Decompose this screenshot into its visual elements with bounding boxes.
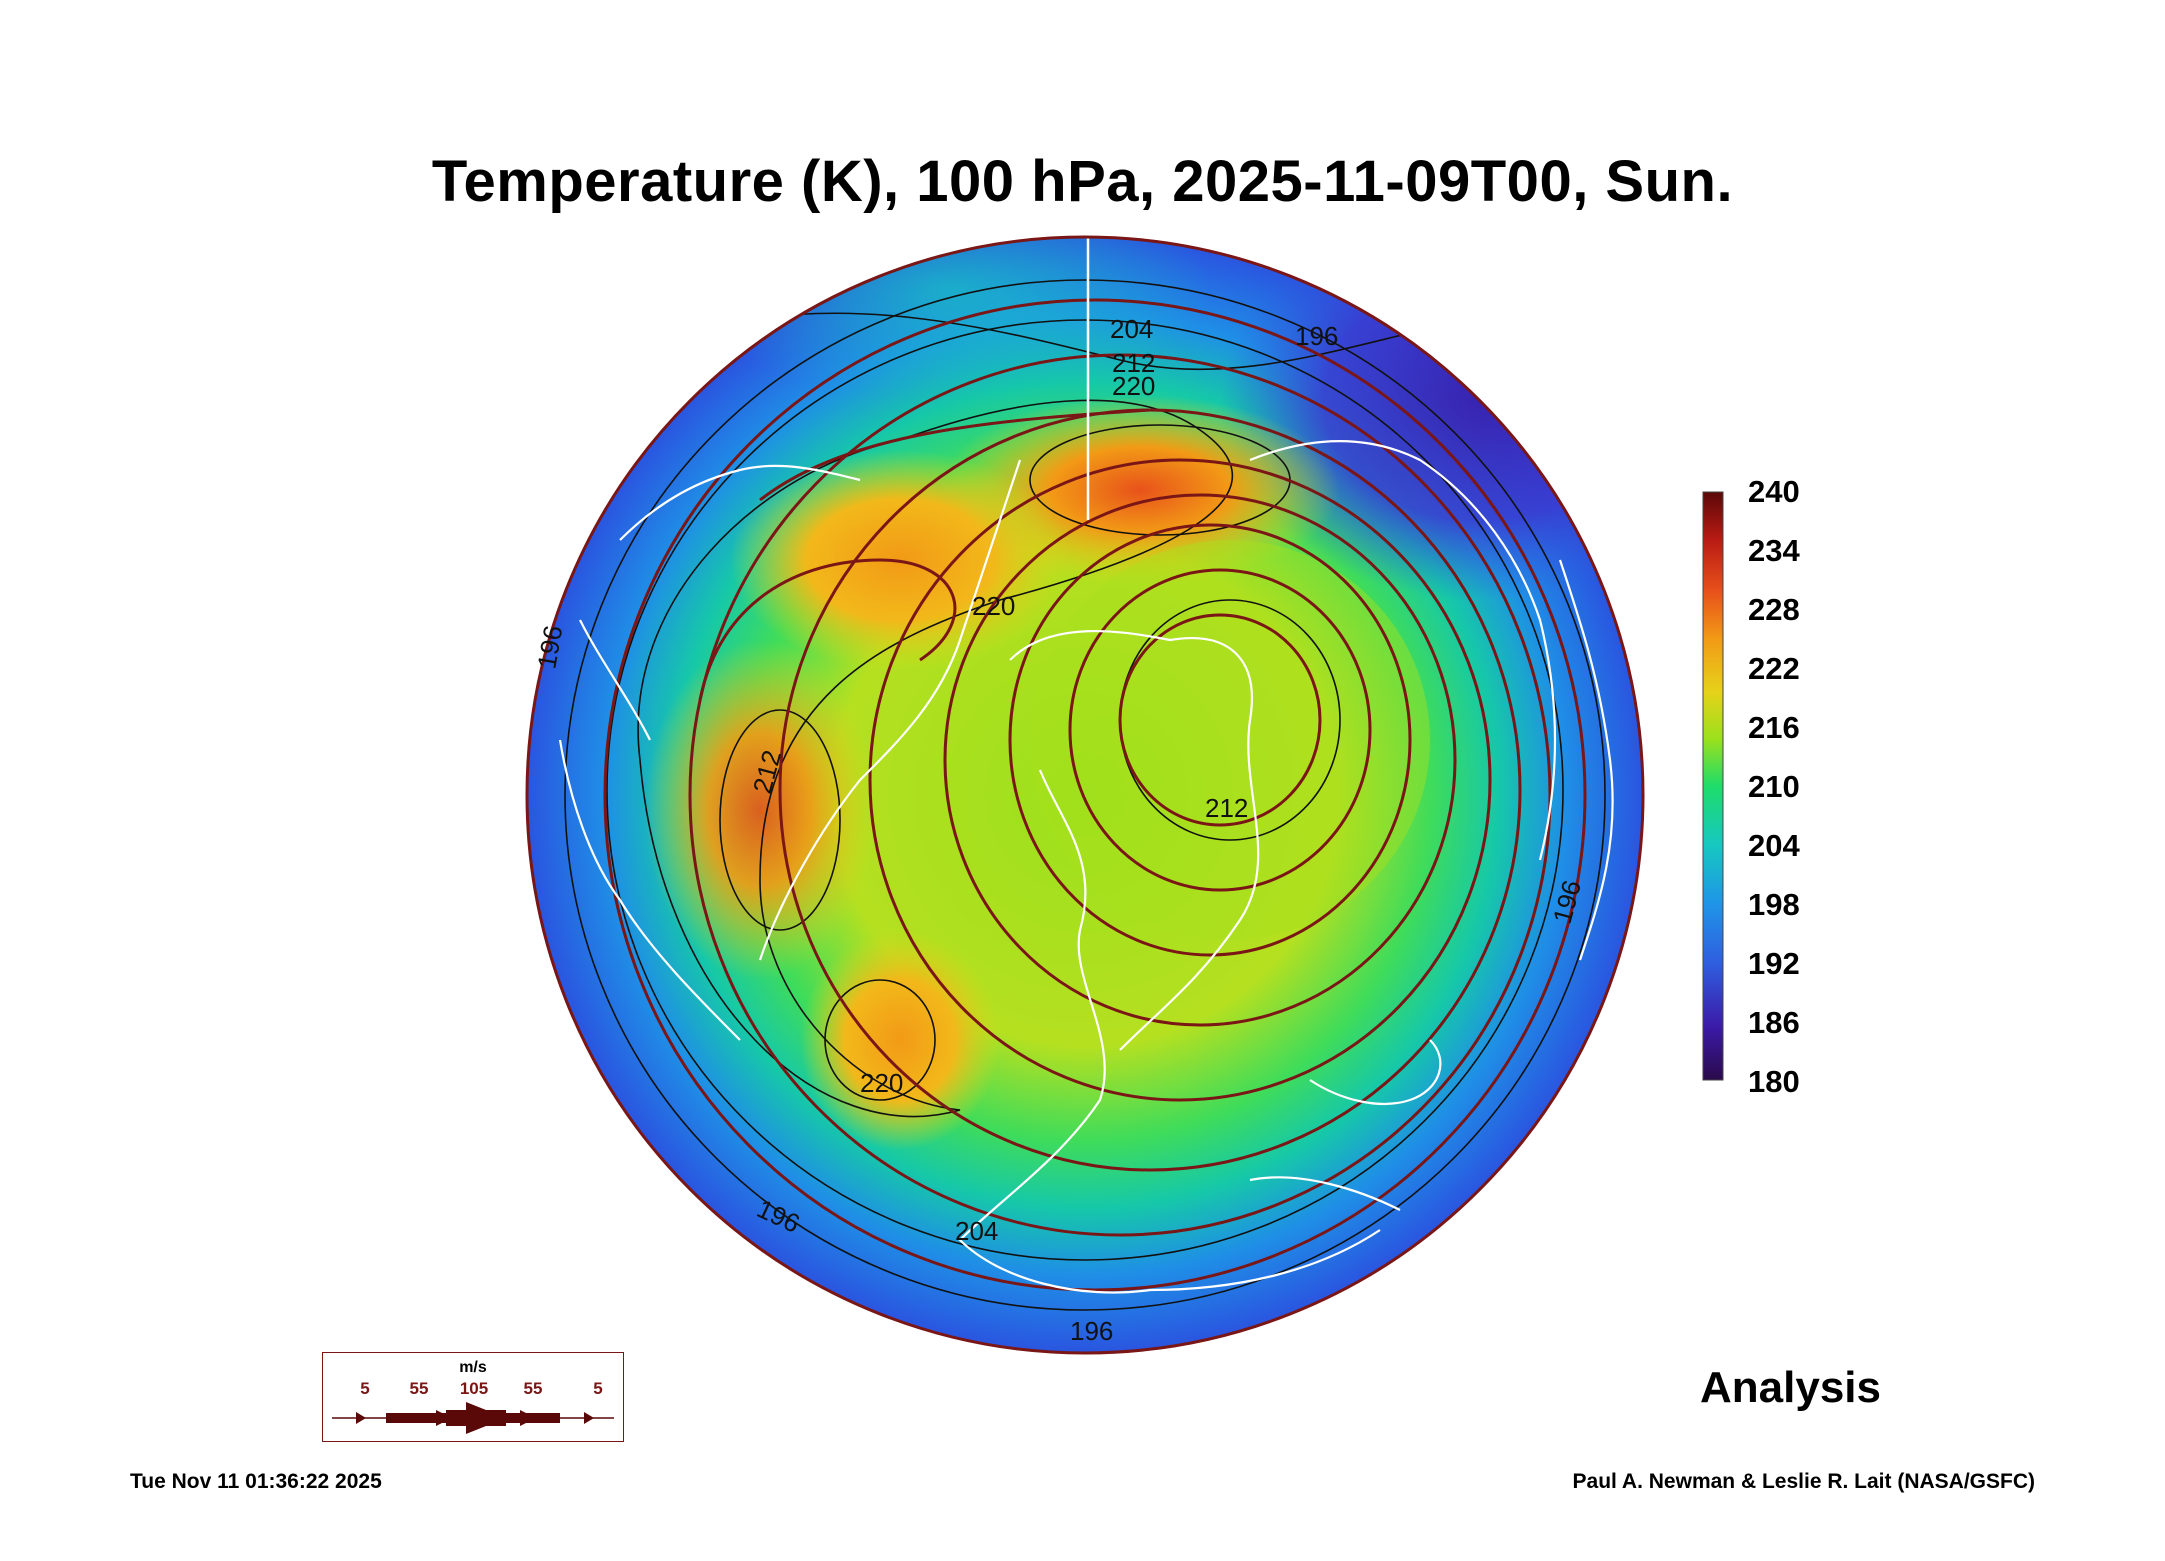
temperature-contours	[564, 279, 1606, 1311]
colorbar-label: 240	[1748, 474, 1800, 509]
contour-label: 220	[972, 591, 1015, 621]
wind-legend-value: 5	[593, 1379, 603, 1398]
coastlines	[558, 440, 1614, 1294]
contour-label: 212	[1205, 793, 1248, 823]
colorbar-label: 210	[1748, 769, 1800, 804]
wind-legend-value: 55	[409, 1379, 429, 1398]
analysis-label: Analysis	[1700, 1363, 1881, 1412]
wind-legend-value: 5	[360, 1379, 370, 1398]
colorbar-label: 204	[1748, 828, 1800, 863]
colorbar-label: 192	[1748, 946, 1800, 981]
colorbar-label: 216	[1748, 710, 1800, 745]
map-title: Temperature (K), 100 hPa, 2025-11-09T00,…	[431, 149, 1734, 214]
wind-legend-unit: m/s	[459, 1359, 487, 1376]
wind-legend-value: 105	[459, 1379, 489, 1398]
contour-label: 196	[1070, 1316, 1113, 1346]
wind-speed-legend-glyph	[332, 1402, 614, 1434]
contour-label-group: 204 212 220 196 220 196 212 220 212 196 …	[531, 314, 1587, 1346]
wind-speed-legend: m/s 5 55 105 55 5	[322, 1352, 624, 1442]
credit-line: Paul A. Newman & Leslie R. Lait (NASA/GS…	[1572, 1470, 2035, 1493]
colorbar-label: 186	[1748, 1005, 1800, 1040]
contour-label: 212	[1112, 348, 1155, 378]
contour-label: 204	[955, 1216, 998, 1246]
colorbar-label: 228	[1748, 592, 1800, 627]
colorbar	[1702, 491, 1724, 1081]
globe-outline	[525, 235, 1645, 1355]
contour-label: 220	[1112, 371, 1155, 401]
contour-label: 196	[531, 623, 568, 671]
contour-label: 204	[1110, 314, 1153, 344]
contour-label: 196	[1295, 321, 1338, 351]
wind-legend-value: 55	[523, 1379, 543, 1398]
colorbar-label: 180	[1748, 1064, 1800, 1099]
colorbar-label: 198	[1748, 887, 1800, 922]
colorbar-label: 234	[1748, 533, 1800, 568]
contour-label: 220	[860, 1068, 903, 1098]
temperature-field	[527, 237, 1643, 1353]
wind-streamlines	[603, 298, 1587, 1292]
colorbar-label: 222	[1748, 651, 1800, 686]
timestamp: Tue Nov 11 01:36:22 2025	[130, 1470, 382, 1493]
